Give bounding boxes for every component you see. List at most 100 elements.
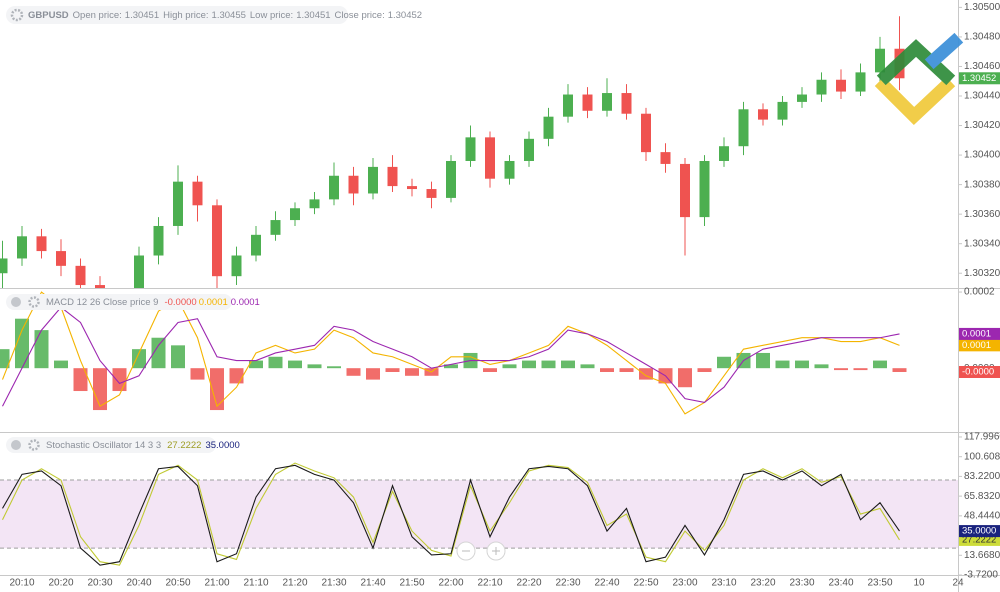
legend-background: [6, 294, 232, 310]
last-value-label: 0.0001: [962, 328, 991, 339]
candle-body: [543, 116, 554, 139]
candle-body: [758, 109, 768, 120]
legend-value: -0.0000: [164, 297, 196, 308]
candle-body: [563, 94, 573, 117]
candle-body: [270, 220, 281, 235]
candle-body: [446, 160, 456, 198]
x-tick-label: 24: [952, 578, 964, 589]
last-value-box: [959, 327, 1000, 340]
candle-body: [621, 93, 632, 114]
settings-icon[interactable]: [28, 439, 40, 451]
close-icon[interactable]: [11, 297, 21, 307]
y-tick-label: 1.30480: [964, 32, 1000, 43]
indicator-title: Stochastic Oscillator 14 3 3: [46, 440, 161, 451]
histogram-bar: [619, 368, 634, 372]
candle-body: [290, 208, 300, 221]
candle-body: [836, 79, 846, 92]
macd-legend: MACD 12 26 Close price 9 -0.0000 0.0001 0.0…: [46, 297, 260, 308]
x-tick-label: 21:50: [399, 578, 424, 589]
y-tick-label: 1.30400: [964, 150, 1000, 161]
candle-body: [0, 258, 8, 274]
candle-body: [17, 236, 27, 259]
x-tick-label: 22:40: [594, 578, 619, 589]
histogram-bar: [892, 368, 907, 372]
histogram-bar: [151, 337, 166, 369]
histogram-bar: [795, 360, 809, 369]
histogram-bar: [522, 360, 536, 369]
settings-icon[interactable]: [10, 8, 24, 22]
candle-body: [426, 189, 437, 198]
candle-body: [348, 175, 359, 194]
legend-background: [6, 437, 216, 453]
band-fill: [0, 480, 958, 549]
legend-value: 1.30451: [296, 10, 330, 21]
price-legend: GBPUSD Open price: 1.30451 High price: 1.304…: [28, 10, 422, 21]
last-value-box: [959, 339, 1000, 352]
stochastic-legend: Stochastic Oscillator 14 3 3 27.2222 35.00…: [46, 440, 240, 451]
y-tick-label: 0.0002: [964, 287, 995, 298]
x-tick-label: 23:00: [672, 578, 697, 589]
price-panel: [0, 16, 905, 288]
histogram-bar: [639, 368, 653, 380]
histogram-bar: [249, 360, 263, 369]
x-tick-label: 20:30: [87, 578, 112, 589]
x-tick-label: 23:40: [828, 578, 853, 589]
legend-label: Low price:: [250, 10, 293, 21]
histogram-bar: [853, 368, 868, 371]
histogram-bar: [132, 349, 146, 369]
legend-value: 1.30452: [388, 10, 422, 21]
candle-body: [368, 166, 378, 194]
x-tick-label: 23:10: [711, 578, 736, 589]
x-tick-label: 23:50: [867, 578, 892, 589]
candle-body: [36, 236, 47, 252]
histogram-bar: [697, 368, 712, 372]
y-tick-label: 100.6080: [964, 451, 1000, 462]
x-tick-label: 20:50: [165, 578, 190, 589]
legend-background: [6, 6, 348, 24]
logo-stroke: [924, 32, 964, 70]
histogram-bar: [54, 360, 68, 369]
histogram-bar: [873, 360, 887, 369]
legend-label: Close price:: [335, 10, 385, 21]
histogram-bar: [15, 318, 29, 369]
legend-value: 27.2222: [167, 440, 201, 451]
candle-body: [134, 255, 144, 288]
x-tick-label: 21:20: [282, 578, 307, 589]
candle-body: [56, 251, 66, 266]
histogram-bar: [444, 364, 458, 369]
last-value-box: [959, 365, 1000, 378]
candle-body: [504, 160, 515, 179]
y-tick-label: 1.30420: [964, 120, 1000, 131]
close-icon[interactable]: [11, 440, 21, 450]
last-value-box: [959, 525, 1000, 538]
y-tick-label: 1.30460: [964, 61, 1000, 72]
candle-body: [660, 152, 671, 164]
candle-body: [582, 94, 593, 111]
last-value-label: 35.0000: [962, 526, 996, 537]
x-tick-label: 22:10: [477, 578, 502, 589]
indicator-title: MACD 12 26 Close price 9: [46, 297, 158, 308]
candle-body: [75, 265, 86, 286]
y-tick-label: 117.9960: [964, 432, 1000, 443]
settings-icon[interactable]: [28, 296, 40, 308]
y-tick-label: 48.4440: [964, 510, 1000, 521]
y-tick-label: 1.30440: [964, 91, 1000, 102]
candle-body: [524, 138, 534, 161]
candle-body: [485, 137, 495, 179]
last-value-label: 0.0001: [962, 340, 991, 351]
candle-body: [777, 101, 788, 120]
last-value-label: 1.30452: [962, 73, 996, 84]
x-tick-label: 21:30: [321, 578, 346, 589]
histogram-bar: [814, 364, 829, 369]
axes: 1.30500 1.30480 1.30460 1.30440 1.30420 1.304…: [9, 2, 1000, 589]
candle-body: [719, 146, 729, 161]
y-tick-label: 1.30360: [964, 209, 1000, 220]
legend-label: Open price:: [73, 10, 122, 21]
histogram-bar: [834, 368, 848, 371]
histogram-bar: [268, 356, 283, 369]
histogram-bar: [0, 349, 10, 369]
candle-body: [407, 186, 417, 190]
symbol: GBPUSD: [28, 10, 69, 21]
